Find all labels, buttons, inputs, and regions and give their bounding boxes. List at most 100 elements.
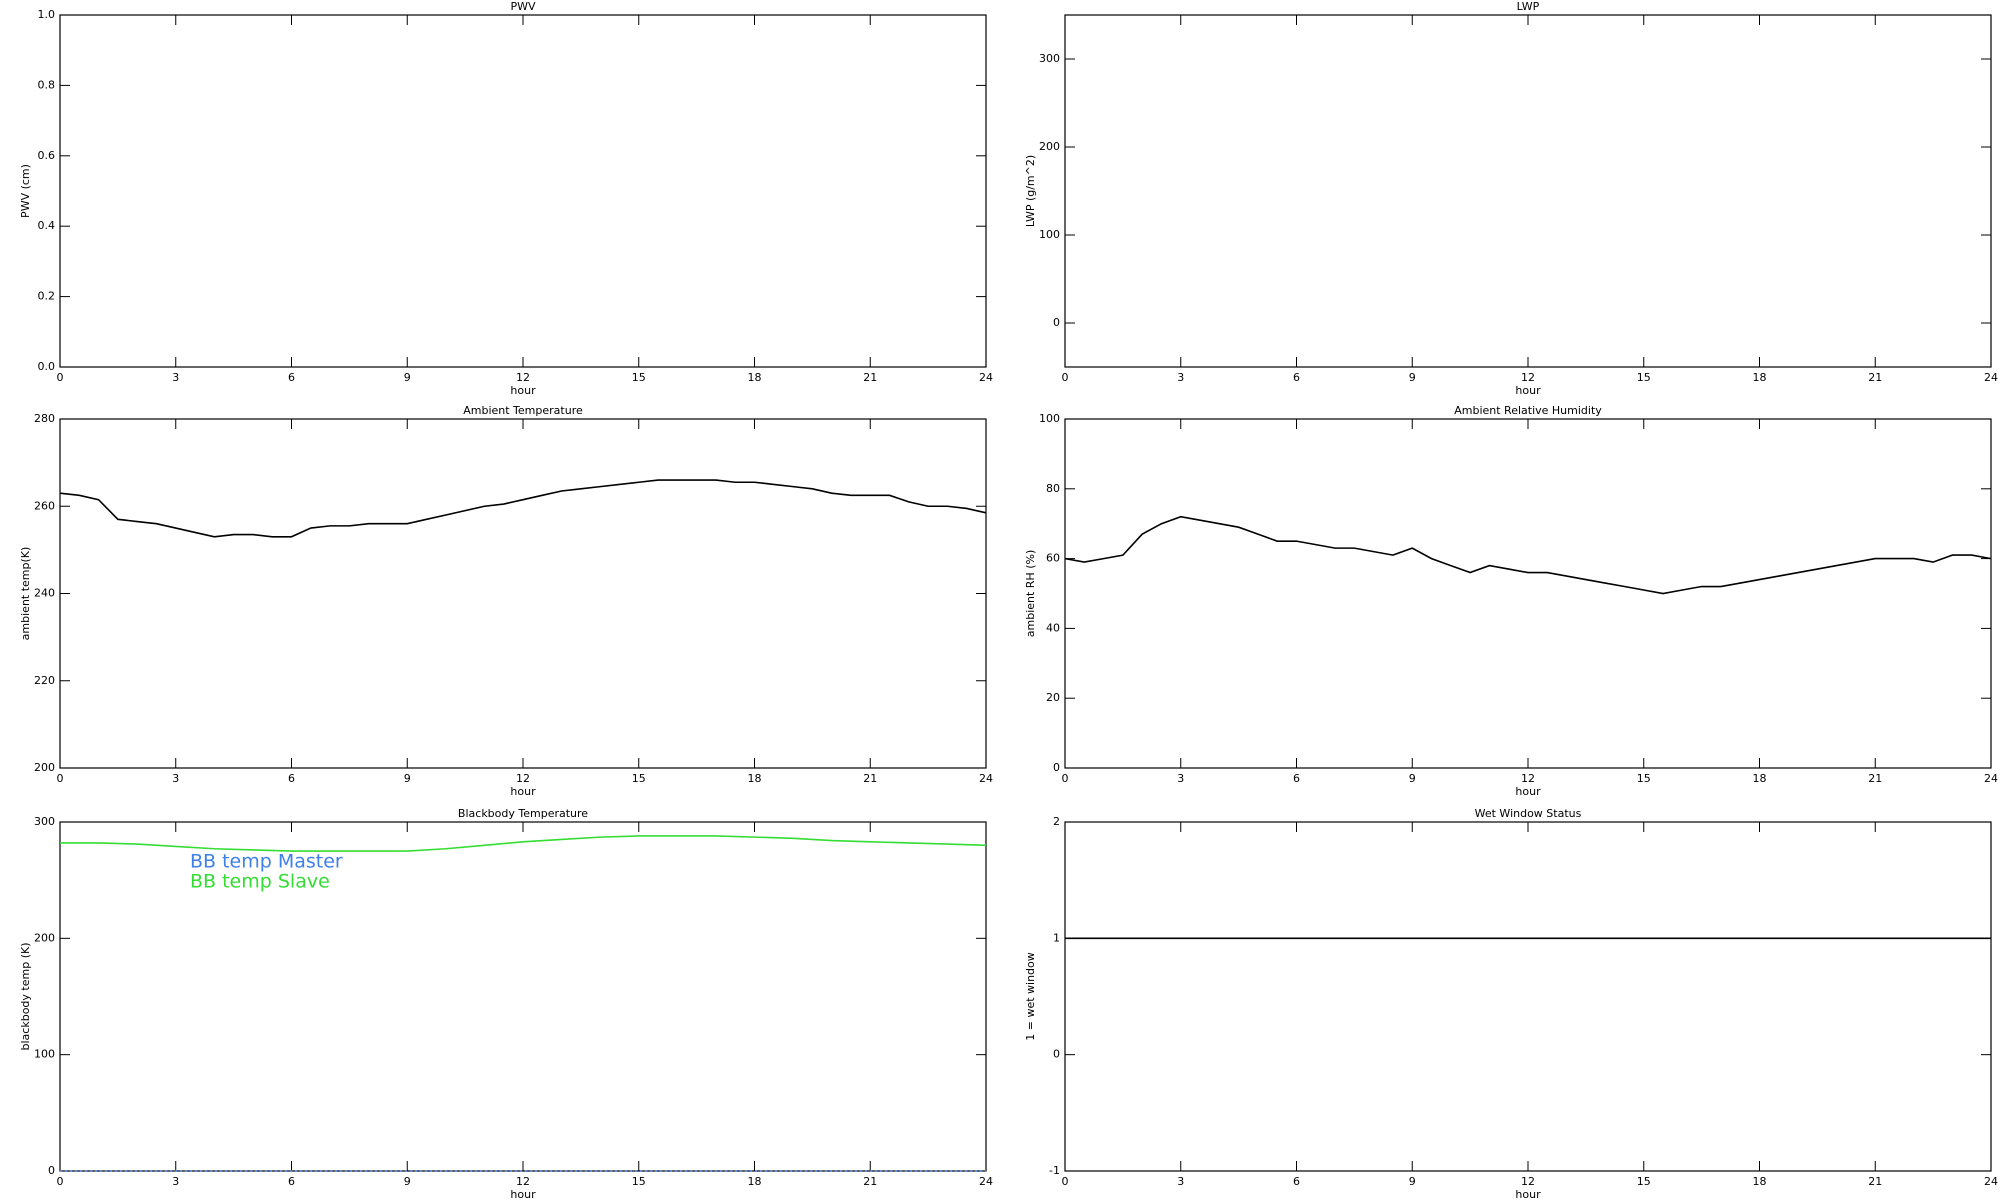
plot-frame [59, 418, 987, 769]
y-tick-label: 0.6 [38, 149, 56, 162]
y-axis-label: LWP (g/m^2) [1024, 155, 1037, 227]
y-axis-label: ambient temp(K) [19, 547, 32, 641]
x-tick-label: 18 [1753, 371, 1767, 384]
y-tick-label: 240 [34, 587, 55, 600]
x-tick-label: 3 [1177, 1175, 1184, 1188]
x-tick-label: 0 [57, 772, 64, 785]
panel: LWP hour LWP (g/m^2) 0 3 6 9 12 15 18 21 24 0 100 200 3… [1024, 0, 1998, 397]
y-tick-label: 0 [1053, 761, 1060, 774]
panel-title: LWP [1517, 0, 1540, 13]
x-tick-label: 21 [1868, 371, 1882, 384]
x-axis-label: hour [1515, 785, 1541, 798]
y-tick-label: 1.0 [38, 8, 56, 21]
y-tick-label: 300 [34, 815, 55, 828]
x-tick-label: 21 [863, 772, 877, 785]
panel-title: Ambient Temperature [463, 404, 583, 417]
x-tick-label: 3 [1177, 772, 1184, 785]
y-tick-label: 220 [34, 674, 55, 687]
y-tick-label: 40 [1046, 621, 1060, 634]
x-tick-label: 9 [1409, 1175, 1416, 1188]
panel: Wet Window Status hour 1 = wet window 0 3 6 9 1… [1024, 807, 1998, 1200]
panel-title: Ambient Relative Humidity [1454, 404, 1602, 417]
data-line [1064, 515, 1992, 595]
x-tick-label: 12 [516, 371, 530, 384]
y-tick-label: -1 [1049, 1164, 1060, 1177]
x-tick-label: 18 [748, 772, 762, 785]
y-tick-label: 200 [34, 761, 55, 774]
x-tick-label: 12 [1521, 772, 1535, 785]
y-tick-label: 280 [34, 412, 55, 425]
x-tick-label: 6 [1293, 1175, 1300, 1188]
y-tick-label: 1 [1053, 931, 1060, 944]
x-tick-label: 6 [1293, 371, 1300, 384]
x-axis-label: hour [510, 1188, 536, 1200]
y-tick-label: 0.2 [38, 290, 56, 303]
x-tick-label: 12 [516, 1175, 530, 1188]
panel-title: PWV [510, 0, 536, 13]
x-tick-label: 24 [979, 371, 993, 384]
y-tick-label: 100 [1039, 412, 1060, 425]
y-tick-label: 300 [1039, 52, 1060, 65]
panel: Ambient Relative Humidity hour ambient RH … [1024, 404, 1998, 798]
y-axis-label: blackbody temp (K) [19, 943, 32, 1051]
x-tick-label: 15 [1637, 1175, 1651, 1188]
y-tick-label: 0 [1053, 1048, 1060, 1061]
x-tick-label: 3 [172, 1175, 179, 1188]
x-tick-label: 18 [1753, 772, 1767, 785]
y-tick-label: 80 [1046, 482, 1060, 495]
x-tick-label: 18 [748, 1175, 762, 1188]
x-axis-label: hour [1515, 384, 1541, 397]
y-tick-label: 0.4 [38, 219, 56, 232]
x-tick-label: 15 [1637, 371, 1651, 384]
y-tick-label: 20 [1046, 691, 1060, 704]
x-tick-label: 9 [404, 371, 411, 384]
y-tick-label: 100 [1039, 228, 1060, 241]
x-tick-label: 24 [979, 1175, 993, 1188]
x-tick-label: 18 [748, 371, 762, 384]
y-tick-label: 0 [1053, 316, 1060, 329]
y-axis-label: ambient RH (%) [1024, 550, 1037, 638]
plot-frame [1064, 821, 1992, 1172]
x-tick-label: 15 [1637, 772, 1651, 785]
x-tick-label: 24 [1984, 1175, 1998, 1188]
panel-title: Wet Window Status [1475, 807, 1582, 820]
y-axis-label: PWV (cm) [19, 164, 32, 218]
x-tick-label: 24 [979, 772, 993, 785]
x-tick-label: 12 [1521, 371, 1535, 384]
x-tick-label: 9 [404, 1175, 411, 1188]
x-axis-label: hour [1515, 1188, 1541, 1200]
x-tick-label: 6 [288, 1175, 295, 1188]
data-line [60, 835, 987, 852]
plot-frame [1064, 14, 1992, 368]
y-tick-label: 260 [34, 499, 55, 512]
x-tick-label: 15 [632, 371, 646, 384]
x-tick-label: 3 [1177, 371, 1184, 384]
y-tick-label: 2 [1053, 815, 1060, 828]
plot-frame [59, 821, 987, 1172]
x-axis-label: hour [510, 384, 536, 397]
y-tick-label: 0.0 [38, 360, 56, 373]
x-tick-label: 21 [1868, 1175, 1882, 1188]
panel: Blackbody Temperature hour blackbody temp … [19, 807, 993, 1200]
panel: Ambient Temperature hour ambient temp(K) 0 3… [19, 404, 993, 798]
y-tick-label: 60 [1046, 552, 1060, 565]
y-tick-label: 200 [34, 931, 55, 944]
x-tick-label: 15 [632, 772, 646, 785]
x-tick-label: 0 [57, 1175, 64, 1188]
x-tick-label: 3 [172, 772, 179, 785]
x-tick-label: 24 [1984, 371, 1998, 384]
x-tick-label: 6 [1293, 772, 1300, 785]
panel-title: Blackbody Temperature [458, 807, 588, 820]
x-tick-label: 18 [1753, 1175, 1767, 1188]
x-tick-label: 24 [1984, 772, 1998, 785]
x-tick-label: 3 [172, 371, 179, 384]
x-tick-label: 12 [516, 772, 530, 785]
data-line [59, 479, 987, 538]
x-tick-label: 0 [1062, 371, 1069, 384]
x-tick-label: 9 [404, 772, 411, 785]
x-tick-label: 21 [863, 1175, 877, 1188]
x-axis-label: hour [510, 785, 536, 798]
plot-frame [1064, 418, 1992, 769]
x-tick-label: 21 [863, 371, 877, 384]
